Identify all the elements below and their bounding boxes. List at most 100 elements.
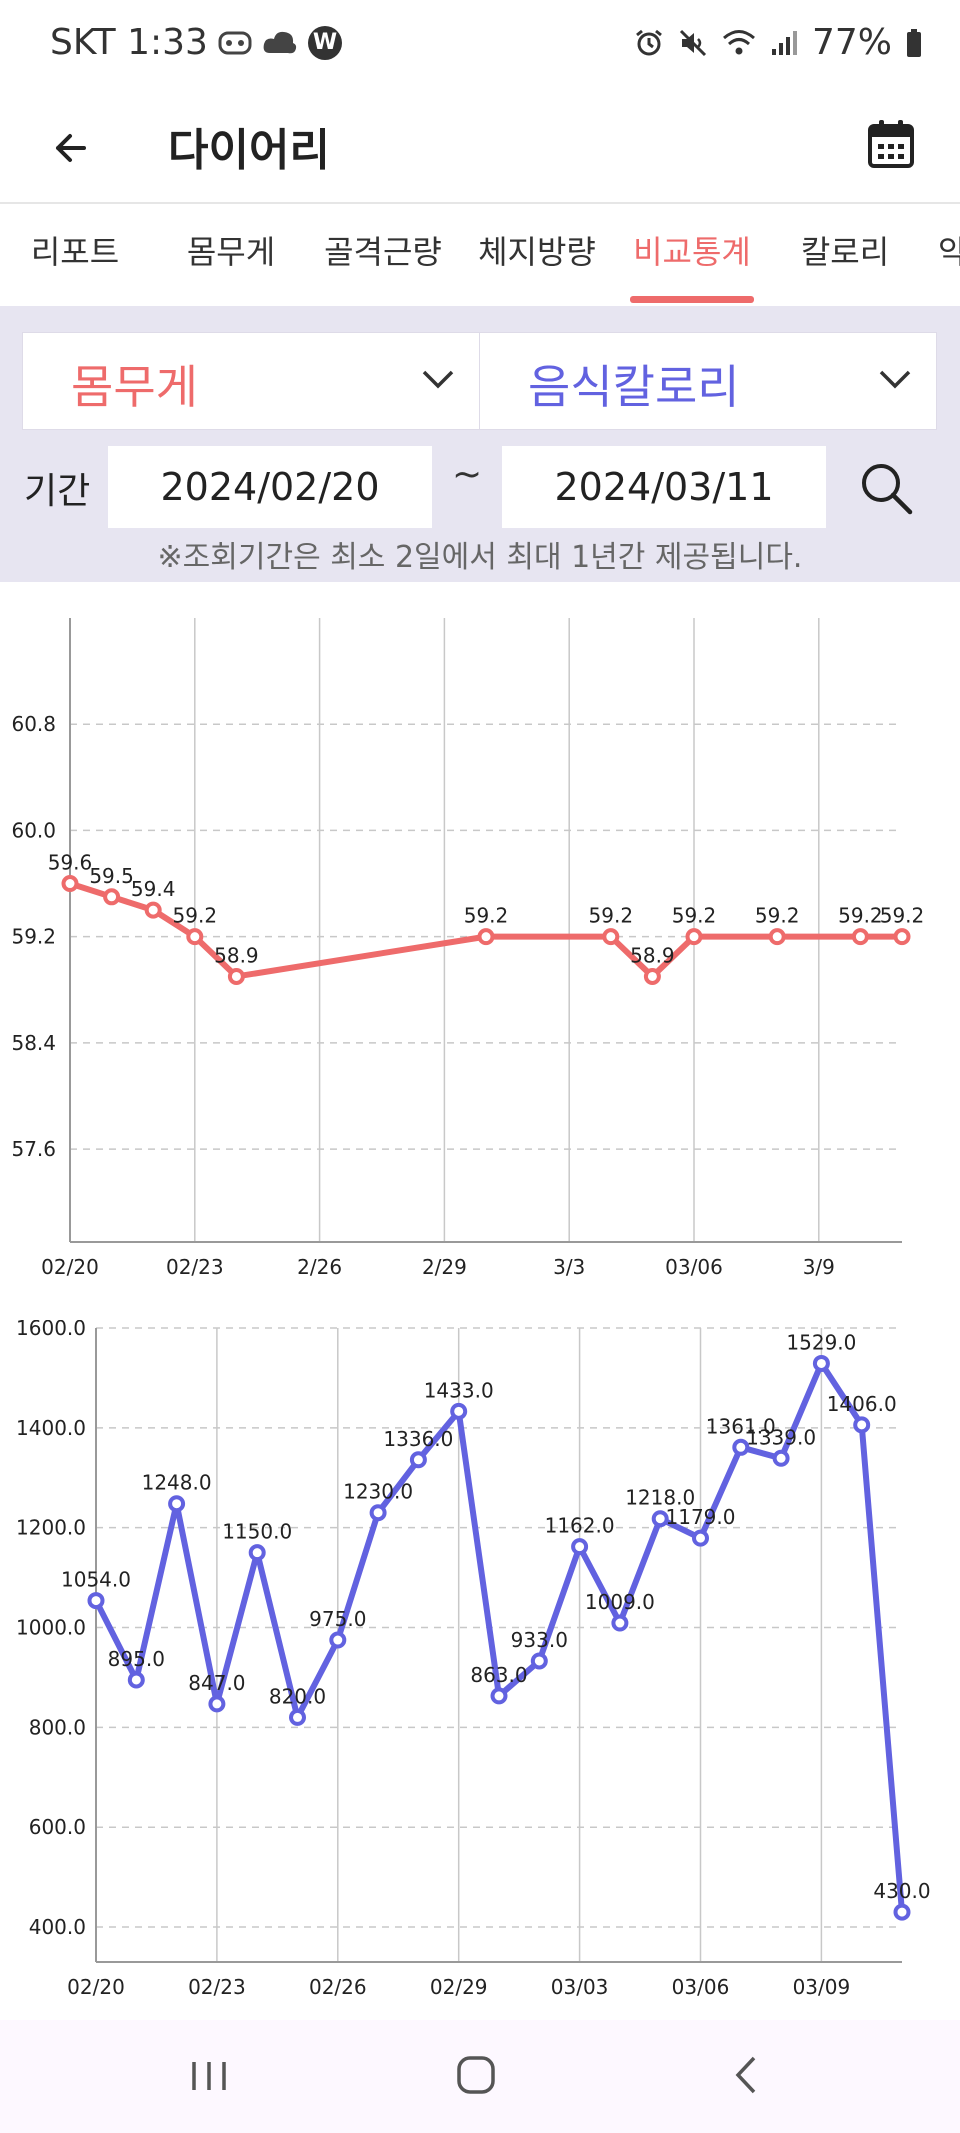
data-label: 895.0 (108, 1647, 165, 1671)
search-button[interactable] (858, 460, 914, 516)
tab-comparison[interactable]: 비교통계 (633, 233, 751, 271)
x-tick-label: 02/29 (430, 1975, 488, 1999)
end-date-field[interactable]: 2024/03/11 (502, 446, 826, 528)
data-label: 1054.0 (61, 1568, 131, 1592)
calendar-button[interactable] (860, 114, 922, 176)
tab-bar: 리포트 몸무게 골격근량 체지방량 비교통계 칼로리 악 (0, 204, 960, 304)
y-tick-label: 1000.0 (16, 1616, 86, 1640)
data-point (812, 1354, 830, 1372)
y-tick-label: 60.0 (11, 818, 56, 842)
tab-body-fat[interactable]: 체지방량 (478, 233, 596, 271)
active-tab-indicator (630, 296, 754, 303)
mute-icon (678, 28, 708, 58)
metric1-select[interactable]: 몸무게 (22, 332, 480, 430)
period-label: 기간 (24, 471, 91, 512)
app-bar: 다이어리 (0, 90, 960, 202)
data-label: 59.2 (464, 904, 509, 928)
data-point (490, 1687, 508, 1705)
home-icon (457, 2056, 495, 2094)
data-point (329, 1631, 347, 1649)
data-point (208, 1695, 226, 1713)
data-label: 820.0 (269, 1684, 326, 1708)
data-point (87, 1592, 105, 1610)
data-label: 59.2 (755, 904, 800, 928)
y-tick-label: 57.6 (11, 1137, 56, 1161)
metric1-value: 몸무게 (71, 360, 198, 414)
data-point (692, 1529, 709, 1547)
data-label: 1336.0 (383, 1427, 453, 1451)
data-point (127, 1671, 145, 1689)
data-label: 1361.0 (706, 1414, 776, 1438)
tab-partial[interactable]: 악 (938, 233, 960, 271)
data-label: 59.2 (589, 904, 634, 928)
game-app-icon (218, 29, 252, 57)
data-label: 59.2 (880, 904, 925, 928)
chevron-down-icon (879, 370, 911, 389)
metric2-select[interactable]: 음식칼로리 (479, 332, 937, 430)
data-label: 59.2 (672, 904, 717, 928)
data-label: 59.2 (173, 904, 218, 928)
x-tick-label: 2/29 (422, 1255, 467, 1279)
y-tick-label: 58.4 (11, 1031, 56, 1055)
tab-weight[interactable]: 몸무게 (186, 233, 276, 271)
data-label: 59.2 (838, 904, 883, 928)
data-label: 1162.0 (545, 1514, 615, 1538)
data-point (772, 1449, 790, 1467)
back-button[interactable] (44, 120, 100, 176)
data-label: 1406.0 (827, 1392, 897, 1416)
data-label: 933.0 (511, 1628, 568, 1652)
date-range-separator: ~ (452, 454, 483, 495)
data-point (893, 1903, 911, 1921)
home-button[interactable] (441, 2046, 511, 2106)
calendar-icon (868, 120, 914, 168)
tab-report[interactable]: 리포트 (30, 233, 120, 271)
arrow-left-icon (56, 134, 86, 162)
data-label: 975.0 (309, 1607, 366, 1631)
data-label: 58.9 (630, 943, 675, 967)
x-tick-label: 03/06 (665, 1255, 723, 1279)
chevron-down-icon (422, 370, 454, 389)
signal-icon (770, 29, 798, 57)
recent-apps-icon (192, 2062, 226, 2090)
start-date-field[interactable]: 2024/02/20 (108, 446, 432, 528)
page-title: 다이어리 (168, 125, 330, 176)
data-point (732, 1438, 750, 1456)
data-point (893, 928, 911, 946)
data-point (103, 888, 121, 906)
data-label: 1218.0 (625, 1486, 695, 1510)
data-point (768, 928, 786, 946)
recent-apps-button[interactable] (174, 2046, 244, 2106)
alarm-icon (634, 28, 664, 58)
data-label: 847.0 (188, 1671, 245, 1695)
status-left: SKT 1:33 W (50, 22, 342, 63)
system-nav-bar (0, 2020, 960, 2133)
search-icon (862, 464, 913, 515)
period-notice: ※조회기간은 최소 2일에서 최대 1년간 제공됩니다. (157, 540, 803, 575)
data-point (409, 1451, 427, 1469)
y-tick-label: 400.0 (29, 1915, 86, 1939)
cloud-icon (262, 29, 298, 57)
data-label: 1150.0 (222, 1520, 292, 1544)
tab-calories[interactable]: 칼로리 (800, 233, 890, 271)
status-right: 77% (634, 22, 922, 63)
data-point (369, 1504, 387, 1522)
y-tick-label: 1600.0 (16, 1320, 86, 1340)
back-nav-button[interactable] (712, 2046, 782, 2106)
x-tick-label: 03/09 (793, 1975, 851, 1999)
data-label: 1230.0 (343, 1480, 413, 1504)
x-tick-label: 02/20 (41, 1255, 99, 1279)
data-point (602, 928, 620, 946)
tab-skeletal-muscle[interactable]: 골격근량 (324, 233, 442, 271)
data-point (643, 967, 661, 985)
weight-chart: 02/20 02/23 2/26 2/29 3/3 03/06 3/9 57.6 58.4 59.… (11, 618, 925, 1279)
x-tick-label: 3/3 (553, 1255, 585, 1279)
data-point (685, 928, 703, 946)
x-tick-label: 02/23 (188, 1975, 246, 1999)
data-label: 1529.0 (786, 1330, 856, 1354)
x-tick-label: 3/9 (803, 1255, 835, 1279)
data-point (289, 1708, 306, 1726)
x-tick-label: 02/23 (166, 1255, 224, 1279)
data-point (853, 1416, 871, 1434)
data-label: 59.5 (89, 864, 134, 888)
y-tick-label: 1200.0 (16, 1516, 86, 1540)
